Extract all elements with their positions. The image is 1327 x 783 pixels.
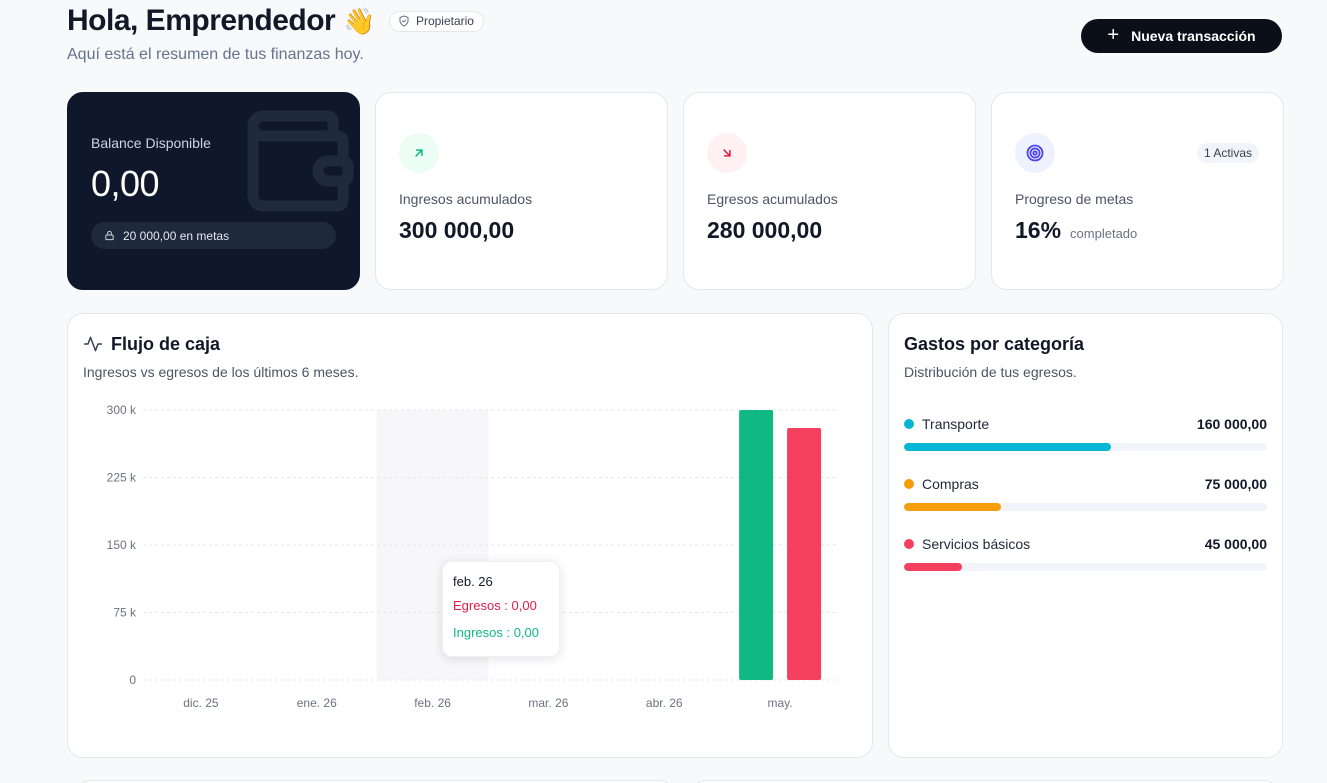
y-tick-label: 300 k	[107, 403, 137, 417]
category-dot	[904, 419, 914, 429]
wallet-icon	[247, 110, 354, 212]
x-tick-label: mar. 26	[528, 696, 568, 710]
category-label: Transporte	[922, 416, 990, 432]
goals-label: Progreso de metas	[1015, 191, 1134, 207]
category-head: Servicios básicos 45 000,00	[904, 534, 1267, 554]
income-card: Ingresos acumulados 300 000,00	[375, 92, 668, 290]
category-name: Transporte	[904, 416, 989, 432]
category-dot	[904, 539, 914, 549]
category-row: Servicios básicos 45 000,00	[904, 534, 1267, 571]
tooltip-expenses: Egresos : 0,00	[453, 598, 537, 613]
category-head: Compras 75 000,00	[904, 474, 1267, 494]
category-amount: 45 000,00	[1204, 536, 1267, 552]
arrow-up-right-icon	[415, 149, 423, 157]
income-icon-wrap	[399, 133, 439, 173]
category-label: Servicios básicos	[922, 536, 1031, 552]
page-subtitle: Aquí está el resumen de tus finanzas hoy…	[67, 46, 364, 63]
x-tick-label: feb. 26	[414, 696, 451, 710]
active-goals-badge: 1 Activas	[1196, 143, 1259, 163]
shield-icon	[399, 15, 409, 27]
category-bar-fill	[904, 443, 1112, 451]
balance-label: Balance Disponible	[91, 135, 211, 151]
x-tick-label: dic. 25	[183, 696, 219, 710]
expenses-card: Egresos acumulados 280 000,00	[683, 92, 976, 290]
expenses-label: Egresos acumulados	[707, 191, 838, 207]
category-amount: 160 000,00	[1196, 416, 1267, 432]
category-name: Servicios básicos	[904, 536, 1030, 552]
x-tick-label: ene. 26	[297, 696, 337, 710]
page-header: Hola, Emprendedor 👋 Propietario Aquí est…	[67, 4, 1283, 66]
goals-card: 1 Activas Progreso de metas 16% completa…	[991, 92, 1284, 290]
category-bar-track	[904, 443, 1267, 451]
category-bar-fill	[904, 503, 1002, 511]
expense-bar	[787, 428, 822, 680]
category-bar-fill	[904, 563, 963, 571]
goals-reserved-text: 20 000,00 en metas	[123, 228, 230, 243]
goals-note: completado	[1070, 226, 1138, 241]
cashflow-chart[interactable]: 0 75 k 150 k 225 k 300 k dic. 25 ene. 26 feb. 2…	[68, 314, 874, 759]
title-row: Hola, Emprendedor 👋 Propietario	[67, 4, 1283, 38]
category-head: Transporte 160 000,00	[904, 414, 1267, 434]
category-label: Compras	[922, 476, 979, 492]
category-name: Compras	[904, 476, 979, 492]
greeting-text: Hola, Emprendedor	[67, 4, 336, 37]
cashflow-subtitle: Ingresos vs egresos de los últimos 6 mes…	[83, 364, 359, 380]
tooltip-income: Ingresos : 0,00	[453, 625, 539, 640]
activity-icon	[83, 336, 103, 352]
goals-percent: 16%	[1015, 217, 1062, 243]
category-bar-track	[904, 503, 1267, 511]
tooltip-date: feb. 26	[453, 574, 493, 589]
categories-subtitle: Distribución de tus egresos.	[904, 364, 1077, 380]
expenses-icon-wrap	[707, 133, 747, 173]
target-icon	[1026, 144, 1044, 162]
balance-value: 0,00	[91, 163, 160, 204]
cashflow-title: Flujo de caja	[111, 334, 221, 354]
cashflow-panel: Flujo de caja Ingresos vs egresos de los…	[67, 313, 873, 758]
y-tick-label: 225 k	[107, 471, 137, 485]
category-bar-track	[904, 563, 1267, 571]
goals-reserved-pill: 20 000,00 en metas	[91, 222, 336, 249]
balance-card: Balance Disponible 0,00 20 000,00 en met…	[67, 92, 360, 290]
plus-icon: +	[1107, 24, 1120, 46]
chart-tooltip: feb. 26 Egresos : 0,00 Ingresos : 0,00	[442, 561, 560, 657]
goals-progress-row: 16% completado	[1015, 217, 1137, 244]
y-tick-label: 75 k	[113, 606, 137, 620]
category-amount: 75 000,00	[1204, 476, 1267, 492]
y-tick-label: 150 k	[107, 538, 137, 552]
expenses-value: 280 000,00	[707, 217, 823, 243]
new-transaction-button[interactable]: + Nueva transacción	[1081, 19, 1282, 53]
y-tick-label: 0	[129, 673, 136, 687]
category-row: Transporte 160 000,00	[904, 414, 1267, 451]
expense-categories-panel: Gastos por categoría Distribución de tus…	[888, 313, 1283, 758]
role-badge-label: Propietario	[415, 14, 474, 28]
wave-emoji-icon: 👋	[343, 7, 375, 37]
lock-icon	[105, 230, 114, 241]
category-dot	[904, 479, 914, 489]
categories-title: Gastos por categoría	[904, 334, 1085, 354]
category-row: Compras 75 000,00	[904, 474, 1267, 511]
income-value: 300 000,00	[399, 217, 515, 243]
income-bar	[739, 410, 774, 680]
x-tick-label: may.	[768, 696, 793, 710]
new-transaction-label: Nueva transacción	[1131, 28, 1256, 44]
goals-icon-wrap	[1015, 133, 1055, 173]
income-label: Ingresos acumulados	[399, 191, 533, 207]
x-tick-label: abr. 26	[646, 696, 683, 710]
arrow-down-right-icon	[723, 149, 731, 157]
page-title: Hola, Emprendedor 👋	[67, 4, 375, 38]
role-badge: Propietario	[388, 10, 484, 32]
